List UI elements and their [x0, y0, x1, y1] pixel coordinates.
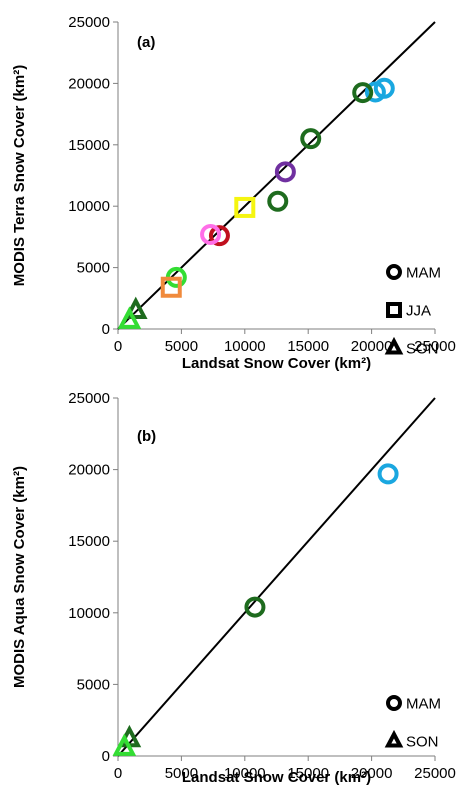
legend-label: MAM [406, 696, 441, 713]
legend-label: SON [406, 734, 439, 751]
data-point-triangle [117, 306, 142, 329]
legend-label: MAM [406, 265, 441, 282]
y-tick-label: 5000 [77, 676, 110, 693]
legend-triangle-icon [384, 729, 404, 748]
x-tick-label: 15000 [287, 338, 329, 355]
data-point-circle [244, 596, 266, 618]
y-tick-label: 10000 [68, 198, 110, 215]
x-tick-label: 5000 [165, 765, 198, 782]
y-axis-title-b: MODIS Aqua Snow Cover (km²) [11, 466, 28, 688]
y-tick-label: 0 [102, 748, 110, 765]
x-tick-label: 5000 [165, 338, 198, 355]
y-tick-label: 10000 [68, 605, 110, 622]
x-tick-label: 25000 [414, 765, 456, 782]
x-tick-label: 15000 [287, 765, 329, 782]
data-point-circle [377, 463, 399, 485]
x-tick-label: 0 [114, 765, 122, 782]
data-point-circle [352, 82, 374, 104]
data-point-triangle [123, 296, 148, 320]
y-tick-label: 0 [102, 321, 110, 338]
x-axis-title-a: Landsat Snow Cover (km²) [182, 355, 371, 372]
data-point-circle [300, 128, 322, 150]
x-axis-title-b: Landsat Snow Cover (km²) [182, 769, 371, 786]
x-tick-label: 10000 [224, 765, 266, 782]
y-tick-label: 25000 [68, 14, 110, 31]
legend-square-icon [386, 302, 402, 318]
x-tick-label: 20000 [351, 338, 393, 355]
one-to-one-line-b [117, 397, 436, 757]
legend-circle-icon [386, 264, 402, 280]
data-point-square [234, 196, 256, 218]
y-tick-label: 15000 [68, 533, 110, 550]
y-tick-label: 25000 [68, 390, 110, 407]
y-tick-label: 15000 [68, 137, 110, 154]
legend-circle-icon [386, 695, 402, 711]
legend-label: SON [406, 341, 439, 358]
y-tick-label: 5000 [77, 260, 110, 277]
y-tick-label: 20000 [68, 462, 110, 479]
data-point-circle [364, 81, 386, 103]
x-tick-label: 0 [114, 338, 122, 355]
legend-triangle-icon [384, 336, 404, 355]
data-point-triangle [112, 733, 137, 756]
data-point-circle [208, 225, 230, 247]
x-tick-label: 25000 [414, 338, 456, 355]
y-axis-title-a: MODIS Terra Snow Cover (km²) [11, 65, 28, 286]
data-point-circle [200, 223, 222, 245]
data-point-circle [267, 190, 289, 212]
data-point-square [160, 276, 182, 298]
x-tick-label: 10000 [224, 338, 266, 355]
y-tick-label: 20000 [68, 75, 110, 92]
panel-label-a: (a) [137, 34, 155, 51]
legend-label: JJA [406, 303, 431, 320]
panel-a: 0 5000 10000 15000 20000 25000 0 5000 10000 15000… [11, 14, 456, 372]
panel-label-b: (b) [137, 428, 156, 445]
data-point-circle [274, 161, 296, 183]
panel-b: 0 5000 10000 15000 20000 25000 0 5000 10000 15000… [11, 390, 456, 786]
x-tick-label: 20000 [351, 765, 393, 782]
